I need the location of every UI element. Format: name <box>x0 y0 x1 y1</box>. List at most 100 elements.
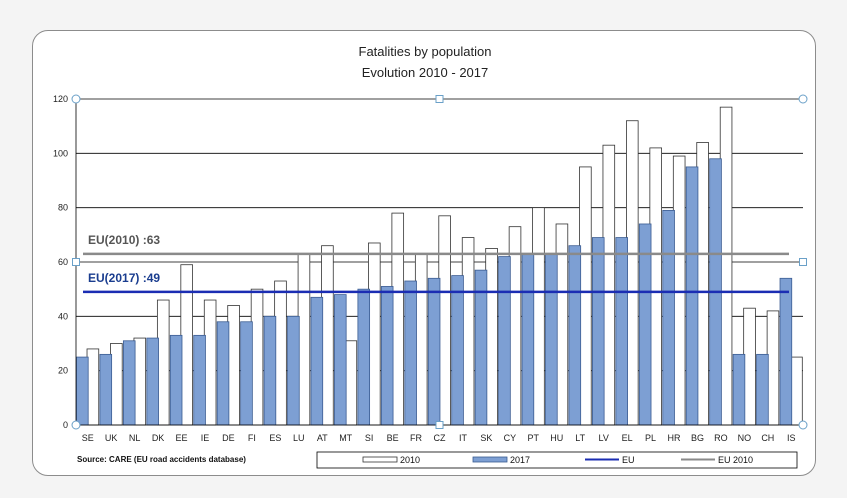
x-tick-label: AT <box>317 433 328 443</box>
bar-2010-BG <box>696 142 709 426</box>
ref-line-label: EU(2017) :49 <box>88 271 160 285</box>
x-tick-label: CH <box>761 433 774 443</box>
bar-2017-AT <box>310 296 324 426</box>
selection-handles[interactable] <box>71 94 808 430</box>
legend-label: EU 2010 <box>718 455 753 465</box>
resize-handle[interactable] <box>72 258 80 266</box>
legend-swatch <box>362 456 398 463</box>
legend-swatch <box>472 456 508 463</box>
x-tick-label: UK <box>105 433 118 443</box>
x-tick-label: ES <box>269 433 281 443</box>
bar-2010-PT <box>532 207 545 426</box>
bar-2017-CZ <box>427 277 441 426</box>
bar-2017-NL <box>122 340 136 426</box>
resize-handle[interactable] <box>798 94 808 104</box>
bar-2010-PL <box>649 147 662 426</box>
resize-handle[interactable] <box>435 95 444 103</box>
bar-2010-DK <box>156 299 170 426</box>
x-tick-label: LT <box>575 433 585 443</box>
x-tick-label: SI <box>365 433 374 443</box>
x-tick-label: HR <box>668 433 681 443</box>
y-tick-label: 0 <box>63 420 68 430</box>
x-tick-label: DE <box>222 433 235 443</box>
bar-2010-FI <box>250 288 264 426</box>
bar-2010-IE <box>203 299 217 426</box>
x-tick-label: CY <box>504 433 517 443</box>
x-tick-label: EE <box>176 433 188 443</box>
bar-2010-BE <box>391 212 405 426</box>
x-tick-label: PL <box>645 433 656 443</box>
x-tick-label: NL <box>129 433 141 443</box>
bar-2010-MT <box>344 340 358 426</box>
bar-2017-HU <box>545 253 558 426</box>
chart-title: Fatalities by population <box>359 44 492 59</box>
bar-2010-EE <box>180 264 193 426</box>
bar-2010-DE <box>227 305 240 426</box>
bars <box>76 106 803 426</box>
bar-2010-SI <box>368 242 381 426</box>
bar-2017-IE <box>193 334 206 426</box>
bar-2017-FR <box>404 280 417 426</box>
reference-lines: EU(2017) :49 EU(2010) :63 <box>83 233 789 294</box>
bar-2010-RO <box>719 106 733 426</box>
bar-2017-IT <box>451 275 464 426</box>
bar-2017-NO <box>732 353 746 426</box>
bar-2010-IS <box>790 356 803 426</box>
x-tick-label: BE <box>387 433 399 443</box>
x-tick-label: SK <box>480 433 492 443</box>
bar-2010-SE <box>86 348 100 426</box>
x-tick-label: IS <box>787 433 796 443</box>
bar-2017-LV <box>592 237 605 426</box>
bar-2010-NL <box>133 337 147 426</box>
chart: Fatalities by population Evolution 2010 … <box>53 44 808 469</box>
y-tick-label: 60 <box>58 257 68 267</box>
bar-2010-LU <box>297 253 311 426</box>
x-tick-label: IE <box>201 433 210 443</box>
bar-2010-NO <box>743 307 756 426</box>
bar-2017-IS <box>779 277 793 426</box>
bar-2017-SK <box>474 269 488 426</box>
resize-handle[interactable] <box>71 94 81 104</box>
resize-handle[interactable] <box>435 421 444 429</box>
bar-2017-MT <box>334 294 347 426</box>
legend-label: 2017 <box>510 455 530 465</box>
bar-2017-PT <box>521 253 535 426</box>
resize-handle[interactable] <box>799 258 807 266</box>
bar-2010-LT <box>579 166 592 426</box>
bar-2010-AT <box>321 245 334 426</box>
bar-2017-EL <box>615 237 628 426</box>
bar-2010-ES <box>274 280 287 426</box>
bar-2017-ES <box>263 315 277 426</box>
x-tick-label: FR <box>410 433 422 443</box>
y-tick-label: 80 <box>58 203 68 213</box>
x-tick-label: PT <box>528 433 540 443</box>
bar-2017-SI <box>357 288 371 426</box>
bar-2017-FI <box>240 321 253 426</box>
bar-2010-FR <box>414 253 428 426</box>
chart-frame: Fatalities by population Evolution 2010 … <box>32 30 816 476</box>
x-tick-label: MT <box>339 433 352 443</box>
bar-2017-UK <box>99 353 113 426</box>
bar-2017-LT <box>568 245 582 426</box>
y-tick-label: 120 <box>53 94 68 104</box>
bar-2017-BE <box>380 286 394 426</box>
x-tick-label: CZ <box>434 433 446 443</box>
x-tick-label: BG <box>691 433 704 443</box>
x-tick-label: IT <box>459 433 468 443</box>
resize-handle[interactable] <box>798 420 808 430</box>
resize-handle[interactable] <box>71 420 81 430</box>
legend-box <box>316 451 798 469</box>
bar-2017-LU <box>287 315 300 426</box>
x-tick-label: LU <box>293 433 305 443</box>
bar-2017-CY <box>498 256 511 426</box>
bar-2017-HR <box>662 209 675 426</box>
bar-2017-SE <box>76 356 89 426</box>
bar-2010-HR <box>672 155 686 426</box>
ref-line-label: EU(2010) :63 <box>88 233 160 247</box>
y-tick-label: 100 <box>53 148 68 158</box>
legend-label: EU <box>622 455 635 465</box>
legend-label: 2010 <box>400 455 420 465</box>
bar-2010-CZ <box>438 215 451 426</box>
x-tick-label: RO <box>714 433 728 443</box>
bar-2017-DE <box>216 321 230 426</box>
